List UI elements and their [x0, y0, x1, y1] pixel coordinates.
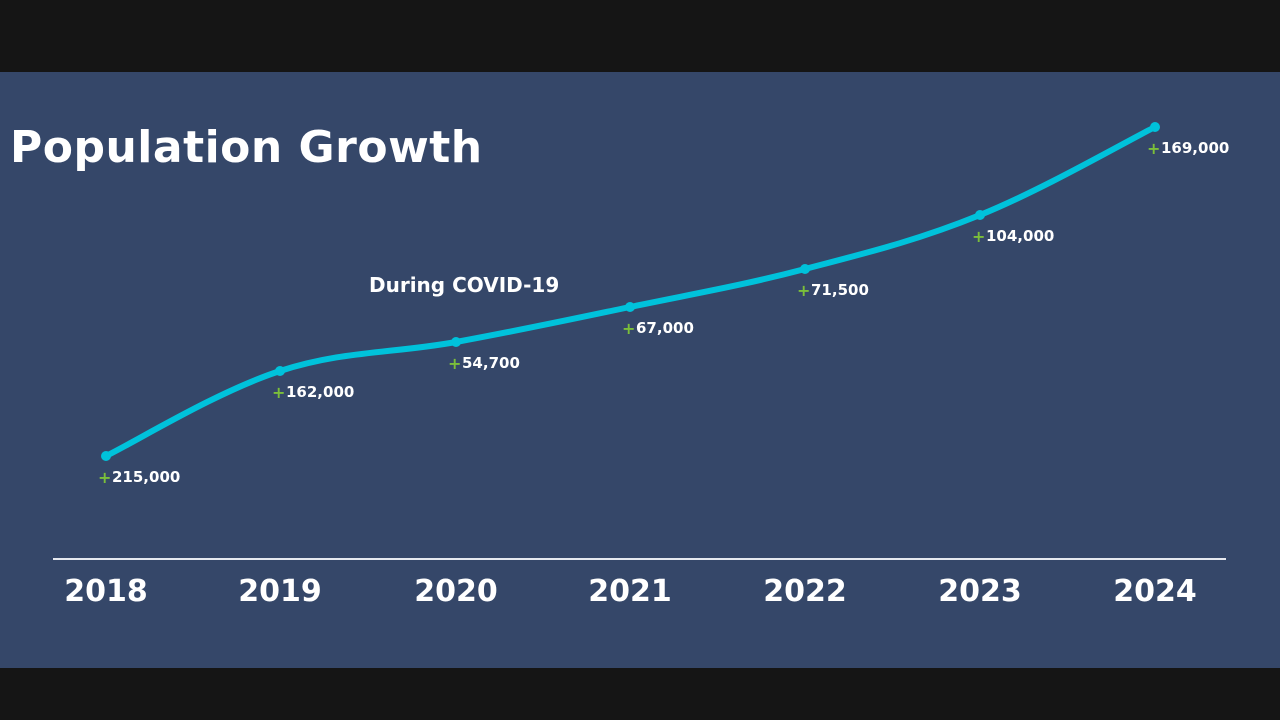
x-tick-2018: 2018 — [64, 574, 148, 609]
data-point-2022 — [800, 264, 810, 274]
data-label-2024: 169,000 — [1161, 139, 1229, 157]
plus-sign-2023: + — [972, 227, 985, 246]
data-point-2021 — [625, 302, 635, 312]
data-label-2021: 67,000 — [636, 319, 694, 337]
data-label-2018: 215,000 — [112, 468, 180, 486]
data-point-2020 — [451, 337, 461, 347]
plus-sign-2019: + — [272, 383, 285, 402]
data-point-2018 — [101, 451, 111, 461]
population-series-line — [103, 124, 1158, 459]
x-tick-2020: 2020 — [414, 574, 498, 609]
labels-layer: +215,000+ 162,000+ 54,700+ 67,000+ 71,500+ 10… — [98, 139, 1229, 487]
plus-sign-2024: + — [1147, 139, 1160, 158]
data-label-2019: 162,000 — [286, 383, 354, 401]
data-point-2023 — [975, 210, 985, 220]
x-tick-2024: 2024 — [1113, 574, 1197, 609]
data-label-2022: 71,500 — [811, 281, 869, 299]
data-point-2024 — [1150, 122, 1160, 132]
data-label-2023: 104,000 — [986, 227, 1054, 245]
data-label-2020: 54,700 — [462, 354, 520, 372]
chart-title: Population Growth — [10, 122, 483, 173]
x-tick-2019: 2019 — [238, 574, 322, 609]
x-tick-2023: 2023 — [938, 574, 1022, 609]
plus-sign-2022: + — [797, 281, 810, 300]
data-point-2019 — [275, 366, 285, 376]
plus-sign-2018: + — [98, 468, 111, 487]
plus-sign-2020: + — [448, 354, 461, 373]
covid-annotation: During COVID-19 — [369, 273, 559, 297]
plus-sign-2021: + — [622, 319, 635, 338]
x-tick-2021: 2021 — [588, 574, 672, 609]
x-tick-2022: 2022 — [763, 574, 847, 609]
points-layer — [101, 122, 1160, 461]
ticks-layer: 2018 2019 2020 2021 2022 2023 2024 — [64, 574, 1197, 609]
line-layer — [103, 124, 1158, 459]
